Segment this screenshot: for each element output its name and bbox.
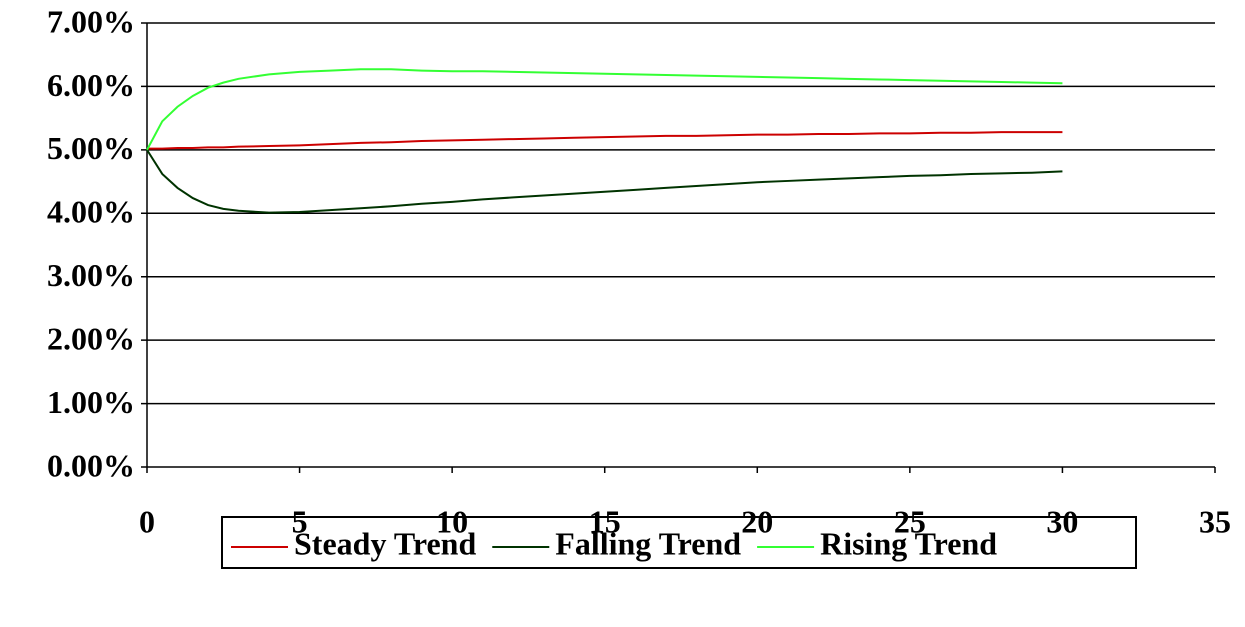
y-tick-label: 7.00%	[47, 3, 135, 39]
series-line	[146, 68, 1063, 151]
x-tick-label: 35	[1199, 503, 1231, 539]
x-tick-label: 25	[894, 503, 926, 539]
x-tick-label: 20	[741, 503, 773, 539]
series-line	[146, 149, 1063, 214]
y-tick-label: 0.00%	[47, 447, 135, 483]
legend-label: Rising Trend	[820, 525, 997, 561]
y-tick-label: 4.00%	[47, 194, 135, 230]
y-tick-label: 5.00%	[47, 130, 135, 166]
x-tick-label: 5	[292, 503, 308, 539]
x-tick-label: 30	[1046, 503, 1078, 539]
y-tick-label: 1.00%	[47, 384, 135, 420]
legend-box	[221, 516, 1137, 569]
series-line	[147, 131, 1063, 150]
x-tick-label: 15	[589, 503, 621, 539]
x-tick-label: 0	[139, 503, 155, 539]
legend-label: Steady Trend	[294, 525, 476, 561]
y-tick-label: 2.00%	[47, 320, 135, 356]
x-tick-label: 10	[436, 503, 468, 539]
y-tick-label: 3.00%	[47, 257, 135, 293]
legend-label: Falling Trend	[555, 525, 741, 561]
y-tick-label: 6.00%	[47, 67, 135, 103]
